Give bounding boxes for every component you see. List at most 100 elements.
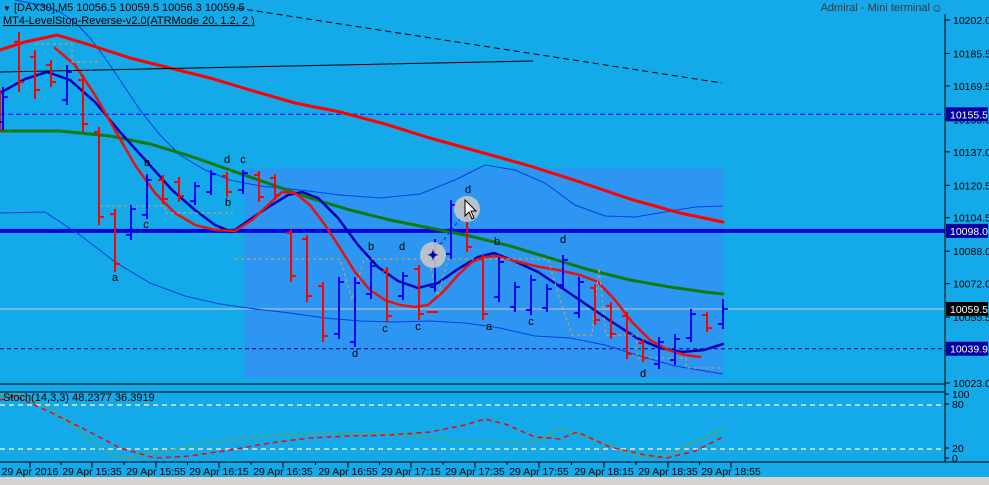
signal-marker-circle[interactable] bbox=[420, 242, 446, 268]
stoch-axis-label: 0 bbox=[952, 453, 958, 465]
time-axis-label: 29 Apr 16:15 bbox=[189, 466, 249, 478]
price-bar bbox=[606, 302, 616, 340]
chart-titles: ▼ [DAX30],M5 10056.5 10059.5 10056.3 100… bbox=[3, 1, 943, 404]
bollinger-upper-band-line bbox=[14, 0, 724, 218]
symbol-ohlc-title: [DAX30],M5 10056.5 10059.5 10056.3 10059… bbox=[14, 2, 245, 14]
price-bar bbox=[542, 284, 552, 313]
price-bar bbox=[334, 276, 344, 340]
mouse-cursor-icon bbox=[464, 198, 478, 220]
price-bar bbox=[0, 86, 8, 130]
price-bar bbox=[526, 275, 536, 316]
price-bar bbox=[142, 174, 152, 219]
price-bar bbox=[494, 257, 504, 303]
price-axis: 10202.010185.510169.510153.010137.010120… bbox=[945, 15, 989, 465]
ma-green-line bbox=[0, 129, 725, 296]
price-bar bbox=[382, 267, 392, 322]
price-axis-label: 10202.0 bbox=[953, 15, 989, 27]
swing-letter-label: c bbox=[240, 154, 246, 166]
swing-letter-label: b bbox=[494, 236, 500, 248]
symbol-dropdown-marker[interactable]: ▼ bbox=[3, 4, 11, 13]
price-bar bbox=[254, 171, 264, 202]
swing-letter-label: d bbox=[224, 154, 230, 166]
time-axis-label: 29 Apr 17:55 bbox=[509, 466, 569, 478]
time-axis-label: 29 Apr 18:35 bbox=[638, 466, 698, 478]
stoch-axis-label: 80 bbox=[952, 399, 964, 411]
swing-letter-label: a bbox=[112, 272, 119, 284]
price-axis-label: 10104.5 bbox=[953, 213, 989, 225]
stoch-axis-label: 20 bbox=[952, 443, 964, 455]
price-bar bbox=[30, 50, 40, 100]
window-bottom-strip bbox=[0, 477, 989, 485]
price-bar bbox=[702, 312, 712, 333]
stoch-axis-label: 100 bbox=[952, 389, 970, 401]
levelstop-indicator-line bbox=[35, 43, 100, 63]
mini-terminal-smiley-icon[interactable]: ☺ bbox=[931, 1, 943, 15]
star-icon: ✦ bbox=[427, 247, 439, 263]
price-bar bbox=[670, 333, 680, 365]
price-tag-value: 10098.0 bbox=[950, 226, 988, 238]
price-bar bbox=[414, 264, 424, 320]
price-tag bbox=[946, 107, 988, 122]
price-bar bbox=[222, 172, 232, 198]
price-bar bbox=[718, 299, 728, 330]
time-axis-label: 29 Apr 17:15 bbox=[381, 466, 441, 478]
price-bar bbox=[558, 255, 568, 289]
bollinger-lower-band-line bbox=[0, 211, 724, 375]
swing-letter-label: c bbox=[528, 316, 534, 328]
ma-fast-red-line bbox=[53, 46, 702, 359]
price-axis-label: 10023.0 bbox=[953, 378, 989, 390]
price-axis-label: 10072.0 bbox=[953, 279, 989, 291]
swing-letter-label: d bbox=[352, 348, 358, 360]
price-bar bbox=[574, 276, 584, 318]
swing-letter-label: b bbox=[225, 197, 231, 209]
price-bar bbox=[318, 282, 328, 343]
time-axis-label: 29 Apr 16:35 bbox=[253, 466, 313, 478]
price-tag bbox=[946, 301, 988, 316]
price-tag bbox=[946, 223, 988, 238]
trendline-dashed[interactable] bbox=[236, 7, 723, 84]
price-bar bbox=[46, 59, 56, 87]
price-bar bbox=[174, 176, 184, 202]
time-axis-label: 29 Apr 15:55 bbox=[126, 466, 186, 478]
time-axis-label: 29 Apr 18:15 bbox=[574, 466, 634, 478]
levelstop-indicator-line bbox=[100, 205, 233, 214]
price-tag-value: 10155.5 bbox=[950, 109, 988, 121]
swing-letter-label: d bbox=[560, 234, 566, 246]
time-axis-label: 29 Apr 17:35 bbox=[445, 466, 505, 478]
price-axis-label: 10120.5 bbox=[953, 180, 989, 192]
swing-letter-label: d bbox=[399, 241, 405, 253]
price-axis-label: 10169.5 bbox=[953, 81, 989, 93]
price-bar bbox=[78, 74, 88, 132]
price-tag-value: 10039.9 bbox=[950, 344, 988, 356]
trendline-solid[interactable] bbox=[0, 60, 534, 73]
price-bar bbox=[510, 282, 520, 313]
time-axis: 29 Apr 2016 29 Apr 15:35 29 Apr 15:55 29 Ap… bbox=[0, 461, 989, 478]
price-bar bbox=[62, 65, 72, 105]
swing-letter-label: d bbox=[640, 368, 646, 380]
price-bar bbox=[478, 255, 488, 320]
time-axis-label: 29 Apr 18:55 bbox=[701, 466, 761, 478]
price-bar bbox=[238, 170, 248, 195]
ma-slow-red-line bbox=[0, 33, 725, 224]
price-axis-label: 10088.0 bbox=[953, 246, 989, 258]
price-bar bbox=[110, 209, 120, 273]
price-bar bbox=[14, 31, 24, 92]
time-axis-label: 29 Apr 2016 bbox=[2, 466, 59, 478]
swing-letter-label: b bbox=[144, 157, 150, 169]
stoch-main-line bbox=[0, 393, 724, 459]
swing-letter-label: c bbox=[415, 321, 421, 333]
price-bar bbox=[350, 276, 360, 347]
price-bar bbox=[94, 127, 104, 226]
swing-letter-label: d bbox=[465, 184, 471, 196]
price-bar bbox=[654, 336, 664, 370]
price-bar bbox=[638, 339, 648, 363]
swing-letter-label: c bbox=[382, 323, 388, 335]
price-tag-value: 10059.5 bbox=[950, 304, 988, 316]
price-bar bbox=[206, 170, 216, 196]
price-bar bbox=[270, 174, 280, 200]
price-bar bbox=[126, 204, 136, 241]
price-bar bbox=[590, 284, 600, 326]
stoch-label: Stoch(14,3,3) 48.2377 36.3919 bbox=[3, 392, 155, 404]
